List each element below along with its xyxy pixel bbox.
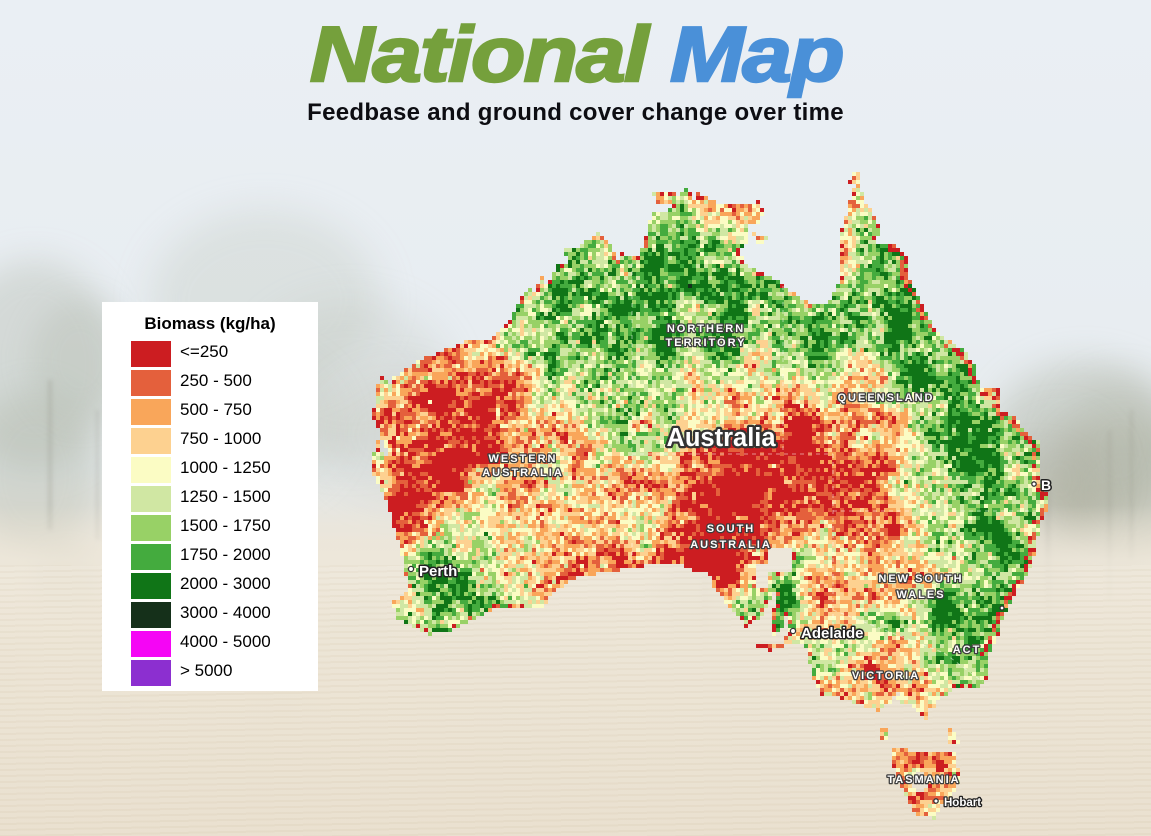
svg-text:QUEENSLAND: QUEENSLAND (837, 392, 934, 404)
svg-text:B: B (1041, 477, 1051, 493)
svg-text:Hobart: Hobart (944, 797, 981, 809)
svg-text:Australia: Australia (666, 424, 776, 452)
svg-text:TASMANIA: TASMANIA (887, 774, 960, 786)
svg-text:Perth: Perth (419, 563, 457, 580)
svg-text:NEW SOUTH: NEW SOUTH (878, 573, 963, 585)
svg-text:AUSTRALIA: AUSTRALIA (482, 467, 564, 479)
svg-text:ACT: ACT (953, 644, 982, 656)
svg-text:SOUTH: SOUTH (707, 523, 756, 535)
svg-text:WALES: WALES (896, 589, 945, 601)
svg-text:TERRITORY: TERRITORY (666, 337, 747, 349)
svg-text:NORTHERN: NORTHERN (667, 323, 745, 335)
svg-text:AUSTRALIA: AUSTRALIA (690, 539, 772, 551)
svg-text:WESTERN: WESTERN (489, 453, 558, 465)
svg-text:Adelaide: Adelaide (801, 625, 864, 642)
svg-text:VICTORIA: VICTORIA (852, 670, 920, 682)
